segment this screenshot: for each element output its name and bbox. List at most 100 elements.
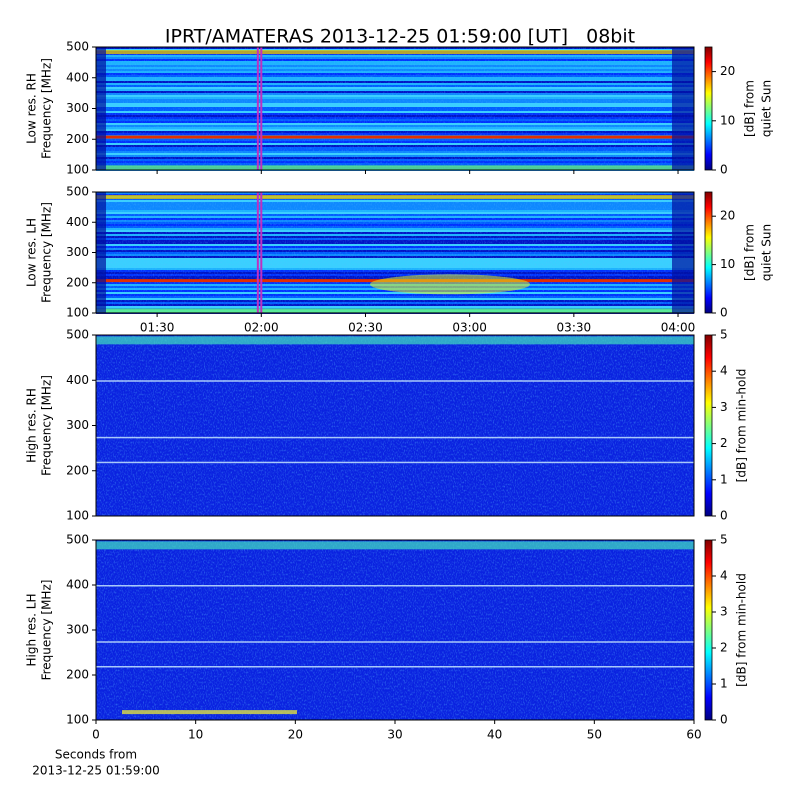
figure-title: IPRT/AMATERAS 2013-12-25 01:59:00 [UT] 0…: [165, 26, 635, 48]
colorbar-label: [dB] from: [743, 80, 757, 137]
y-tick-label: 500: [66, 328, 89, 342]
colorbar-tick-label: 5: [720, 533, 728, 547]
y-tick-label: 100: [66, 509, 89, 523]
colorbar-tick-label: 2: [720, 641, 728, 655]
colorbar-label: quiet Sun: [760, 224, 774, 281]
x-tick-label: 0: [92, 728, 100, 742]
colorbar-tick-label: 1: [720, 472, 728, 486]
top-band: [96, 50, 694, 55]
colorbar: [704, 334, 713, 517]
colorbar-label: quiet Sun: [760, 80, 774, 137]
line-band: [96, 585, 694, 587]
spectrogram-image: [96, 47, 694, 171]
top-band: [96, 336, 694, 345]
colorbar-label: [dB] from min-hold: [735, 573, 749, 687]
y-tick-label: 300: [66, 101, 89, 115]
low-band: [96, 165, 694, 171]
image-noise: [96, 47, 694, 170]
top-band: [96, 541, 694, 550]
y-tick-label: 400: [66, 373, 89, 387]
y-tick-label: 300: [66, 245, 89, 259]
colorbar-tick-label: 3: [720, 400, 728, 414]
x-tick-label: 30: [387, 728, 402, 742]
x-tick-label: 03:00: [452, 321, 487, 335]
line-band: [96, 380, 694, 382]
y-axis-label: High res. LH: [25, 593, 39, 666]
colorbar-tick-label: 20: [720, 64, 735, 78]
line-band: [96, 461, 694, 464]
y-tick-label: 300: [66, 623, 89, 637]
image-noise: [96, 192, 694, 313]
y-axis-label: Frequency [MHz]: [40, 580, 54, 681]
y-axis-label: Frequency [MHz]: [40, 202, 54, 303]
y-tick-label: 100: [66, 713, 89, 727]
x-axis-label: Seconds from: [55, 748, 137, 762]
y-tick-label: 100: [66, 163, 89, 177]
colorbar: [704, 539, 713, 721]
y-tick-label: 400: [66, 70, 89, 84]
y-tick-label: 400: [66, 578, 89, 592]
x-tick-label: 60: [686, 728, 701, 742]
top-band: [96, 195, 694, 200]
y-tick-label: 400: [66, 215, 89, 229]
y-tick-label: 500: [66, 533, 89, 547]
line-band: [96, 641, 694, 643]
colorbar-tick-label: 4: [720, 569, 728, 583]
colorbar-tick-label: 0: [720, 306, 728, 320]
image-noise: [96, 540, 694, 720]
edge-r: [672, 47, 694, 170]
burst: [370, 274, 530, 295]
spectrogram-image: [96, 335, 694, 516]
y-tick-label: 200: [66, 463, 89, 477]
edge-l: [96, 192, 106, 313]
y-tick-label: 300: [66, 418, 89, 432]
x-tick-label: 02:00: [244, 321, 279, 335]
x-tick-label: 10: [188, 728, 203, 742]
colorbar: [704, 46, 713, 171]
spectrogram-image: [96, 540, 694, 720]
x-axis-label: 2013-12-25 01:59:00: [32, 764, 159, 778]
line-band: [96, 436, 694, 439]
colorbar-label: [dB] from: [743, 224, 757, 281]
y-tick-label: 500: [66, 185, 89, 199]
x-tick-label: 01:30: [140, 321, 175, 335]
low-band: [122, 710, 297, 715]
x-tick-label: 02:30: [348, 321, 383, 335]
y-axis-label: Low res. RH: [25, 73, 39, 144]
spectrogram-image: [96, 192, 694, 314]
x-tick-label: 04:00: [661, 321, 696, 335]
y-axis-label: Low res. LH: [25, 218, 39, 287]
edge-l: [96, 47, 106, 170]
x-tick-label: 03:30: [557, 321, 592, 335]
colorbar-label: [dB] from min-hold: [735, 369, 749, 483]
red-band: [96, 135, 694, 139]
colorbar-tick-label: 0: [720, 163, 728, 177]
y-axis-label: High res. RH: [25, 388, 39, 463]
edge-r: [672, 192, 694, 313]
colorbar-tick-label: 3: [720, 605, 728, 619]
low-band: [96, 308, 694, 314]
y-tick-label: 200: [66, 275, 89, 289]
y-axis-label: Frequency [MHz]: [40, 375, 54, 476]
colorbar-tick-label: 2: [720, 436, 728, 450]
image-noise: [96, 335, 694, 516]
y-tick-label: 200: [66, 668, 89, 682]
colorbar-tick-label: 1: [720, 677, 728, 691]
colorbar-tick-label: 5: [720, 328, 728, 342]
y-axis-label: Frequency [MHz]: [40, 58, 54, 159]
y-tick-label: 500: [66, 40, 89, 54]
colorbar-tick-label: 4: [720, 364, 728, 378]
y-tick-label: 100: [66, 306, 89, 320]
x-tick-label: 20: [288, 728, 303, 742]
x-tick-label: 50: [587, 728, 602, 742]
colorbar: [704, 191, 713, 314]
colorbar-tick-label: 10: [720, 113, 735, 127]
colorbar-tick-label: 0: [720, 509, 728, 523]
x-tick-label: 40: [487, 728, 502, 742]
line-band: [96, 666, 694, 668]
colorbar-tick-label: 20: [720, 209, 735, 223]
colorbar-tick-label: 0: [720, 713, 728, 727]
y-tick-label: 200: [66, 132, 89, 146]
colorbar-tick-label: 10: [720, 257, 735, 271]
